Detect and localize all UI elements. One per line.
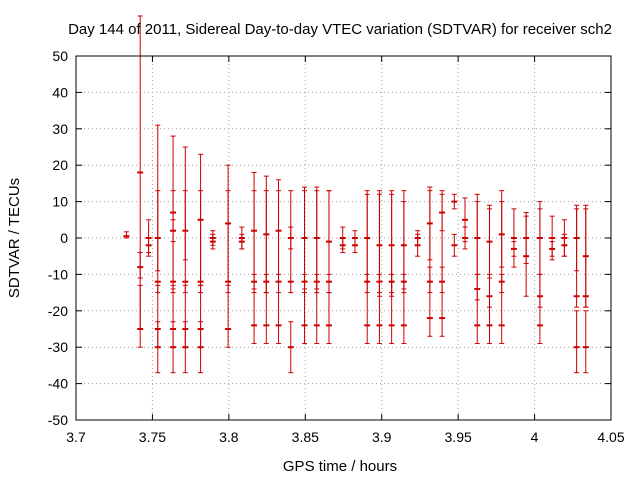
- x-axis-label: GPS time / hours: [283, 458, 397, 475]
- error-bar: [197, 321, 204, 374]
- error-bar: [263, 273, 270, 345]
- error-bar: [414, 233, 421, 257]
- error-bar: [225, 190, 232, 294]
- error-bar: [339, 237, 346, 254]
- error-bar: [376, 273, 383, 345]
- x-tick-label: 3.95: [445, 429, 472, 445]
- error-bar: [137, 284, 144, 348]
- x-tick-label: 4.05: [597, 429, 624, 445]
- y-tick-label: 20: [52, 157, 68, 173]
- axes: -50 -40 -30 -20 -10 0 10 20 30 40 50 3.7 3.75 3.8 3.85…: [48, 48, 625, 445]
- chart-title: Day 144 of 2011, Sidereal Day-to-day VTE…: [68, 21, 612, 38]
- error-bar: [582, 208, 589, 308]
- error-bar: [197, 190, 204, 294]
- error-bar: [137, 15, 144, 330]
- y-axis-label: SDTVAR / TECUs: [6, 178, 23, 298]
- error-bar: [137, 252, 144, 279]
- error-bar: [225, 284, 232, 348]
- error-bar: [145, 237, 152, 254]
- error-bar: [182, 321, 189, 374]
- x-tick-label: 3.7: [66, 429, 86, 445]
- y-tick-label: -30: [48, 339, 68, 355]
- error-bar: [287, 190, 294, 294]
- series-sdtvar: [123, 15, 589, 374]
- x-tick-label: 4: [531, 429, 539, 445]
- error-bar: [561, 233, 568, 257]
- error-bar: [275, 273, 282, 345]
- error-bar: [325, 273, 332, 345]
- error-bar: [439, 266, 446, 337]
- y-tick-label: -20: [48, 303, 68, 319]
- error-bar: [426, 266, 433, 337]
- error-bar: [238, 233, 245, 250]
- error-bar: [523, 215, 530, 297]
- y-tick-label: 50: [52, 48, 68, 64]
- error-bar: [287, 321, 294, 374]
- error-bar: [573, 310, 580, 374]
- y-tick-label: -50: [48, 412, 68, 428]
- error-bar: [510, 241, 517, 257]
- error-bar: [549, 241, 556, 257]
- error-bar: [536, 273, 543, 345]
- y-tick-label: -10: [48, 266, 68, 282]
- error-bar: [388, 273, 395, 345]
- error-bar: [486, 273, 493, 345]
- error-bar: [498, 273, 505, 345]
- error-bar: [462, 226, 469, 250]
- error-bar: [123, 231, 130, 239]
- error-bar: [364, 273, 371, 345]
- y-tick-label: 0: [60, 230, 68, 246]
- error-bar: [573, 208, 580, 308]
- x-tick-label: 3.85: [292, 429, 319, 445]
- error-bar: [451, 233, 458, 257]
- error-bar: [182, 190, 189, 294]
- grid-lines: [76, 56, 611, 420]
- error-bar: [170, 321, 177, 374]
- error-bar: [582, 310, 589, 374]
- y-tick-label: 10: [52, 194, 68, 210]
- error-bar: [154, 321, 161, 374]
- x-tick-label: 3.9: [372, 429, 392, 445]
- y-tick-label: 40: [52, 84, 68, 100]
- error-bar: [510, 208, 517, 268]
- error-bar: [400, 273, 407, 345]
- x-tick-label: 3.8: [219, 429, 239, 445]
- error-bar: [251, 273, 258, 345]
- error-bar: [313, 273, 320, 345]
- error-bar: [451, 193, 458, 210]
- error-bar: [209, 233, 216, 250]
- error-bar: [154, 190, 161, 294]
- error-bar: [351, 237, 358, 254]
- y-tick-label: 30: [52, 121, 68, 137]
- error-bar: [474, 273, 481, 345]
- y-tick-label: -40: [48, 376, 68, 392]
- error-bar: [301, 273, 308, 345]
- x-tick-label: 3.75: [139, 429, 166, 445]
